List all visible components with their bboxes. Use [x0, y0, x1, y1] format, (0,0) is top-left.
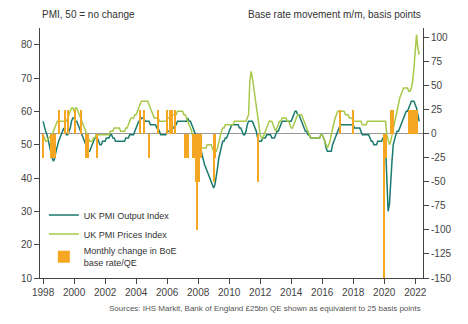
- svg-text:2006: 2006: [156, 287, 179, 298]
- svg-text:Sources: IHS Markit, Bank of E: Sources: IHS Markit, Bank of England £25…: [109, 304, 421, 313]
- svg-text:50: 50: [431, 80, 443, 91]
- svg-text:-25: -25: [431, 152, 446, 163]
- svg-text:Monthly change in BoEbase rate: Monthly change in BoEbase rate/QE: [84, 246, 177, 268]
- svg-text:2002: 2002: [94, 287, 117, 298]
- svg-text:-75: -75: [431, 200, 446, 211]
- svg-text:60: 60: [21, 106, 33, 117]
- svg-text:2014: 2014: [280, 287, 303, 298]
- svg-text:75: 75: [431, 56, 443, 67]
- svg-text:PMI, 50 = no change: PMI, 50 = no change: [42, 9, 135, 20]
- svg-text:80: 80: [21, 39, 33, 50]
- svg-text:30: 30: [21, 206, 33, 217]
- svg-text:70: 70: [21, 73, 33, 84]
- svg-text:2016: 2016: [311, 287, 334, 298]
- svg-text:2018: 2018: [342, 287, 365, 298]
- svg-text:2010: 2010: [218, 287, 241, 298]
- svg-text:0: 0: [431, 128, 437, 139]
- svg-text:-50: -50: [431, 176, 446, 187]
- svg-text:50: 50: [21, 139, 33, 150]
- svg-text:-125: -125: [431, 248, 451, 259]
- svg-text:10: 10: [21, 273, 33, 284]
- svg-text:2012: 2012: [249, 287, 272, 298]
- svg-text:-100: -100: [431, 224, 451, 235]
- svg-text:UK PMI Prices Index: UK PMI Prices Index: [84, 230, 168, 240]
- svg-text:2000: 2000: [63, 287, 86, 298]
- svg-text:2004: 2004: [125, 287, 148, 298]
- svg-text:100: 100: [431, 32, 448, 43]
- svg-text:25: 25: [431, 104, 443, 115]
- svg-text:UK PMI Output Index: UK PMI Output Index: [84, 211, 170, 221]
- svg-text:2008: 2008: [187, 287, 210, 298]
- svg-text:-150: -150: [431, 273, 451, 284]
- svg-text:40: 40: [21, 173, 33, 184]
- svg-text:Base rate movement m/m, basis: Base rate movement m/m, basis points: [248, 9, 421, 20]
- svg-text:20: 20: [21, 239, 33, 250]
- svg-text:2022: 2022: [404, 287, 427, 298]
- svg-text:2020: 2020: [373, 287, 396, 298]
- svg-text:1998: 1998: [32, 287, 55, 298]
